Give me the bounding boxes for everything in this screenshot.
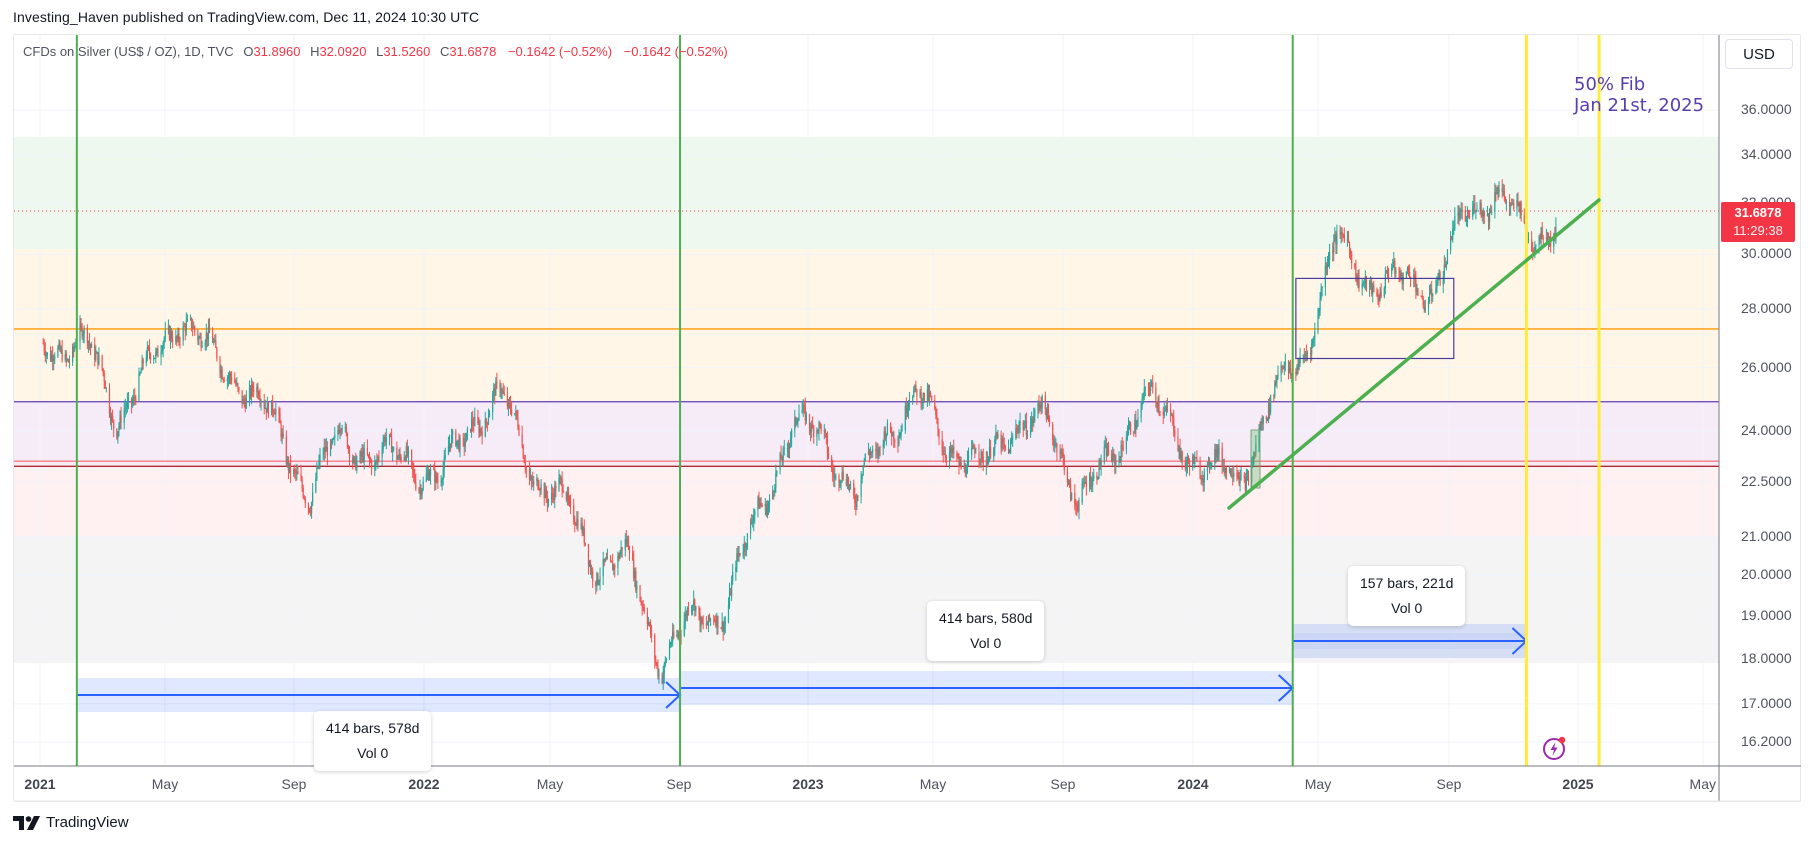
date-range-label-3[interactable]: 157 bars, 221d Vol 0 [1348,566,1466,626]
range-vol-text: Vol 0 [1391,600,1423,616]
change-value: −0.1642 (−0.52%) [507,44,613,59]
range-bars-text: 414 bars, 578d [326,720,420,736]
tradingview-logo-icon [13,815,40,830]
time-axis-label: 2021 [24,776,56,792]
symbol-legend: CFDs on Silver (US$ / OZ), 1D, TVC O31.8… [23,44,728,59]
close-label: C [439,44,450,59]
fib-line2: Jan 21st, 2025 [1574,95,1705,116]
time-axis-label: May [151,776,179,792]
price-axis-label: 24.0000 [1741,421,1792,438]
high-label: H [310,44,320,59]
price-axis-label: 28.0000 [1741,299,1792,316]
range-bars-text: 157 bars, 221d [1360,575,1454,591]
open-label: O [243,44,254,59]
time-axis-label: 2024 [1177,776,1209,792]
tradingview-logo-text: TradingView [46,814,129,831]
open-value: 31.8960 [253,44,301,59]
time-axis-label: May [1304,776,1332,792]
price-band [14,249,1719,329]
low-label: L [376,44,384,59]
time-axis-label: 2023 [792,776,824,792]
price-axis-label: 18.0000 [1741,649,1792,666]
range-rectangle [1295,277,1455,360]
date-range-label-1[interactable]: 414 bars, 578d Vol 0 [314,711,432,771]
price-axis-label: 26.0000 [1741,358,1792,375]
date-range-label-2[interactable]: 414 bars, 580d Vol 0 [927,601,1045,661]
low-value: 31.5260 [383,44,431,59]
time-axis-label: May [919,776,947,792]
symbol-title[interactable]: CFDs on Silver (US$ / OZ), 1D, TVC [23,44,234,59]
highlight-box [1250,429,1261,489]
time-axis-label: Sep [666,776,692,792]
price-axis-label: 30.0000 [1741,245,1792,262]
time-axis-label: 2025 [1562,776,1594,792]
tradingview-logo[interactable]: TradingView [13,814,129,831]
range-vol-text: Vol 0 [970,635,1002,651]
price-band [14,328,1719,402]
price-axis-label: 19.0000 [1741,606,1792,623]
time-axis-label: May [536,776,564,792]
price-axis-label: 20.0000 [1741,566,1792,583]
price-axis-label: 22.5000 [1741,473,1792,489]
trendline [1227,198,1601,510]
time-axis-label: Sep [1050,776,1076,792]
price-band [14,466,1719,537]
price-axis-label: 21.0000 [1741,527,1792,544]
price-band [14,136,1719,250]
fib-annotation[interactable]: 50% Fib Jan 21st, 2025 [1574,74,1704,116]
bar-countdown: 11:29:38 [1733,223,1783,238]
price-axis-label: 36.0000 [1741,101,1792,117]
last-price-value: 31.6878 [1734,205,1782,220]
price-axis-label: 17.0000 [1741,694,1792,711]
time-axis-label: Sep [1436,776,1462,792]
high-value: 32.0920 [319,44,367,59]
lightning-alert-icon[interactable] [1542,735,1568,761]
close-value: 31.6878 [449,44,497,59]
range-vol-text: Vol 0 [357,745,389,761]
last-price-badge: 31.6878 11:29:38 [1721,202,1795,242]
range-bars-text: 414 bars, 580d [939,610,1033,626]
price-axis-label: 16.2000 [1741,733,1792,750]
change-value-secondary: −0.1642 (−0.52%) [623,44,728,59]
publisher-line: Investing_Haven published on TradingView… [13,9,480,25]
time-axis-label: May [1689,776,1716,792]
time-axis-label: 2022 [408,776,440,792]
time-axis-label: Sep [281,776,307,792]
price-axis-label: 34.0000 [1741,146,1792,163]
currency-button[interactable]: USD [1725,39,1793,69]
fib-line1: 50% Fib [1574,74,1646,95]
price-band [14,401,1719,467]
